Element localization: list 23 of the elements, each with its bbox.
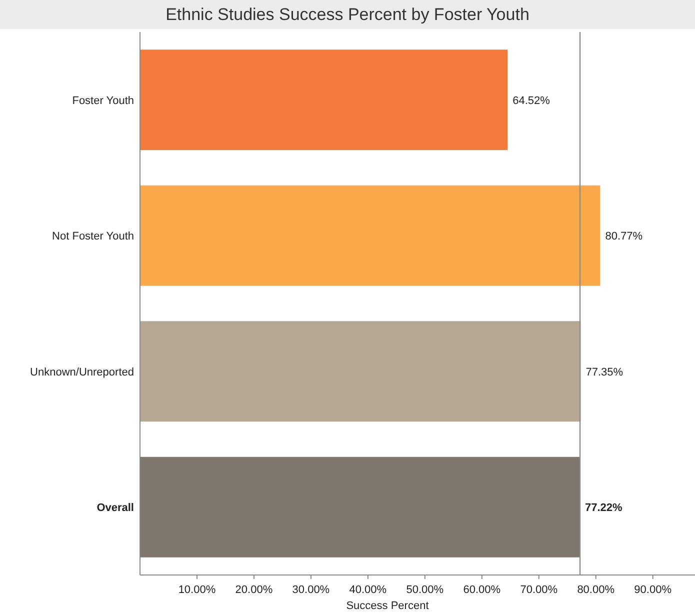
x-tick-label: 60.00% (463, 584, 501, 596)
x-tick-label: 20.00% (235, 584, 273, 596)
x-tick-label: 70.00% (520, 584, 558, 596)
y-tick-label: Not Foster Youth (52, 230, 134, 243)
bar (140, 185, 600, 286)
y-tick-label: Foster Youth (72, 94, 134, 107)
x-tick-label: 90.00% (634, 584, 672, 596)
data-label: 77.35% (586, 366, 624, 378)
x-tick-label: 80.00% (577, 584, 615, 596)
data-label: 80.77% (605, 230, 643, 243)
x-tick-label: 50.00% (406, 584, 444, 596)
data-label: 64.52% (512, 94, 550, 107)
bar (140, 321, 581, 422)
x-tick-label: 40.00% (349, 584, 387, 596)
chart-title: Ethnic Studies Success Percent by Foster Youth (166, 5, 530, 24)
x-axis-title: Success Percent (346, 600, 429, 612)
y-tick-label: Unknown/Unreported (30, 366, 134, 378)
x-tick-label: 30.00% (292, 584, 330, 596)
bar (140, 456, 580, 558)
data-label: 77.22% (585, 502, 623, 514)
bar (140, 50, 508, 150)
x-tick-label: 10.00% (178, 584, 216, 596)
y-tick-label: Overall (96, 502, 134, 514)
